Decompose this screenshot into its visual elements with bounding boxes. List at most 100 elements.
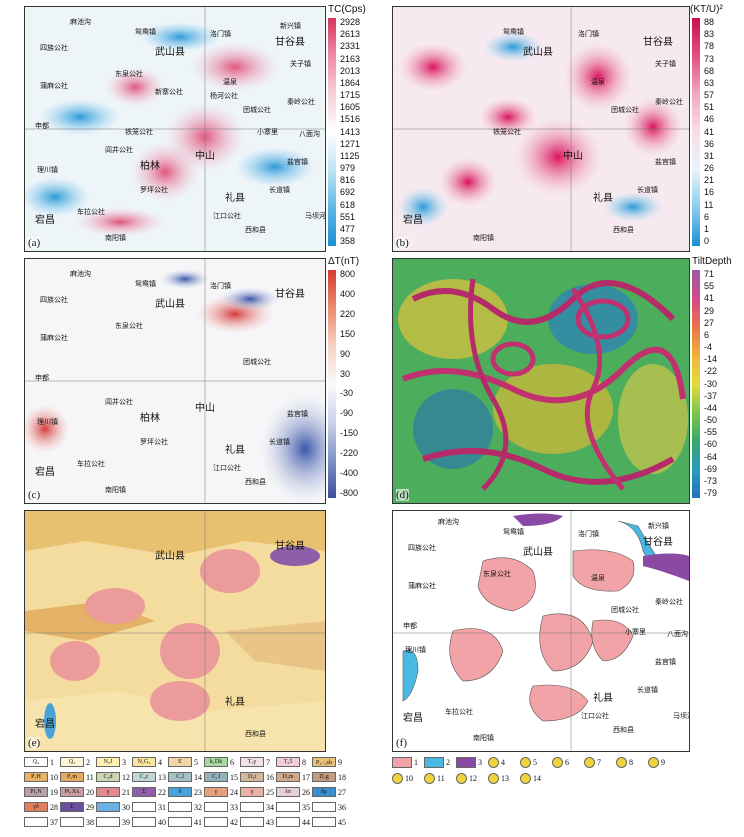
legend-e-item: 45 (312, 816, 346, 828)
panel-b-field (393, 7, 689, 251)
place-label: 申都 (35, 374, 49, 382)
colorbar-tick-label: 2013 (340, 65, 361, 76)
colorbar-tick-label: 0 (704, 236, 710, 246)
place-label: 闾井公社 (105, 398, 133, 406)
legend-e-swatch: γδ (24, 802, 48, 812)
place-label: 鸳鸯镇 (503, 28, 524, 36)
legend-e-swatch: N₂J (96, 757, 120, 767)
colorbar-tick-label: -30 (340, 388, 354, 399)
place-label: 甘谷县 (275, 289, 305, 300)
colorbar-tick-label: -400 (340, 468, 359, 479)
legend-e-number: 35 (302, 802, 310, 812)
place-label: 麻池沟 (438, 518, 459, 526)
panel-d-tiltdepth-map: (d) (392, 258, 690, 504)
colorbar-tick-label: -55 (704, 427, 718, 438)
legend-e-item: γ 24 (204, 786, 238, 798)
place-label: 四族公社 (408, 544, 436, 552)
colorbar-tick-label: 1413 (340, 126, 361, 137)
legend-e-swatch (312, 802, 336, 812)
panel-a-colorbar-title: TC(Cps) (328, 4, 366, 15)
place-label: 长道镇 (269, 186, 290, 194)
legend-e-swatch: Q₄ (24, 757, 48, 767)
legend-e-item: P₂₋₃sh 9 (312, 756, 342, 768)
legend-f-swatch (520, 756, 531, 768)
place-label: 新兴镇 (648, 522, 669, 530)
place-label: 理川镇 (37, 166, 58, 174)
legend-e-swatch: E (168, 757, 192, 767)
place-label: 马坝河 (673, 712, 689, 720)
legend-e-number: 15 (230, 772, 238, 782)
legend-e-swatch: γ (204, 787, 228, 797)
colorbar-tick-label: 73 (704, 53, 715, 64)
legend-e-item: Σ 22 (132, 786, 166, 798)
legend-e-number: 21 (122, 787, 130, 797)
legend-e-swatch: D₃t (240, 772, 264, 782)
panel-b-colorbar-title: (KT/U)² (690, 4, 723, 15)
panel-d-colorbar: 71 55 41 29 27 6 -4 -14 -22 -30 -37 -44 -50 -55 -60 -64… (692, 270, 732, 498)
place-label: 新兴镇 (280, 22, 301, 30)
place-label: 江口公社 (581, 712, 609, 720)
colorbar-tick-label: 618 (340, 199, 356, 210)
place-label: 西和县 (245, 478, 266, 486)
legend-e-swatch (96, 817, 120, 827)
place-label: 武山县 (523, 47, 553, 58)
colorbar-tick-label: 68 (704, 65, 715, 76)
legend-e-item: T₂5 8 (276, 756, 306, 768)
panel-a-tc-map: 麻池沟 鸳鸯镇 武山县 洛门镇 新兴镇 甘谷县 关子镇 四族公社 温泉 蒲麻公社… (24, 6, 326, 252)
legend-f-item: 5 (520, 756, 537, 768)
colorbar-tick-label: -220 (340, 448, 359, 459)
legend-e-swatch: Σ (60, 802, 84, 812)
legend-e-item: δμ 27 (312, 786, 346, 798)
colorbar-tick-label: 31 (704, 150, 715, 161)
colorbar-tick-label: 57 (704, 90, 715, 100)
colorbar-tick-label: 2163 (340, 53, 361, 64)
place-label: 宕昌 (35, 215, 55, 226)
legend-e-number: 29 (86, 802, 94, 812)
colorbar-tick-label: -60 (704, 439, 718, 450)
colorbar-tick-label: -90 (340, 408, 354, 419)
legend-f-number: 1 (414, 757, 418, 767)
legend-f-swatch (392, 756, 412, 768)
place-label: 马坝河 (305, 212, 326, 220)
legend-f-item: 2 (424, 756, 450, 768)
legend-e-item: 44 (276, 816, 310, 828)
legend-f-swatch (584, 756, 595, 768)
legend-f-swatch (392, 772, 403, 784)
legend-f-swatch (424, 772, 435, 784)
place-label: 盐官镇 (287, 158, 308, 166)
colorbar-tick-label: -37 (704, 390, 718, 401)
place-label: 团城公社 (611, 106, 639, 114)
legend-e-item: N₁G₄ 4 (132, 756, 162, 768)
legend-e-swatch: δ (168, 787, 192, 797)
legend-e-item: T₃γ 7 (240, 756, 270, 768)
legend-e-swatch: T₂5 (276, 757, 300, 767)
colorbar-tick-label: -30 (704, 378, 718, 389)
legend-f-number: 10 (405, 773, 413, 783)
legend-e-swatch (276, 802, 300, 812)
colorbar-tick-label: 6 (704, 329, 710, 340)
place-label: 小寨里 (257, 128, 278, 136)
legend-e-number: 33 (230, 802, 238, 812)
colorbar-tick-label: -800 (340, 488, 359, 498)
place-label: 西和县 (245, 730, 266, 738)
colorbar-tick-label: 477 (340, 223, 356, 234)
legend-e-item: Pt₁Xx 20 (60, 786, 94, 798)
place-label: 东泉公社 (115, 322, 143, 330)
place-label: 南阳镇 (105, 486, 126, 494)
panel-d-label: (d) (396, 489, 409, 501)
legend-e-number: 31 (158, 802, 166, 812)
legend-e-swatch: P₁m (60, 772, 84, 782)
legend-e-swatch (96, 802, 120, 812)
legend-f-item: 11 (424, 772, 445, 784)
place-label: 小寨里 (625, 628, 646, 636)
place-label: 四族公社 (40, 296, 68, 304)
legend-f-item: 10 (392, 772, 413, 784)
legend-f-swatch (456, 756, 476, 768)
panel-b-label: (b) (396, 237, 409, 249)
place-label: 礼县 (593, 693, 613, 704)
place-label: 理川镇 (37, 418, 58, 426)
place-label: 甘谷县 (643, 537, 673, 548)
place-label: 长道镇 (637, 186, 658, 194)
legend-e-number: 44 (302, 817, 310, 827)
place-label: 礼县 (225, 697, 245, 708)
